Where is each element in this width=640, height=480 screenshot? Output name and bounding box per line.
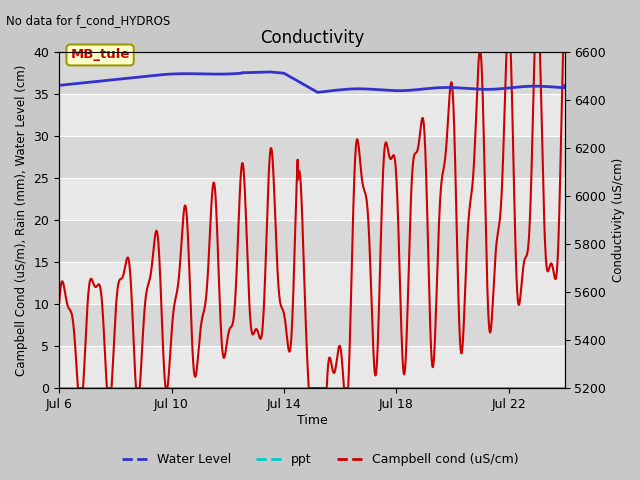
Y-axis label: Campbell Cond (uS/m), Rain (mm), Water Level (cm): Campbell Cond (uS/m), Rain (mm), Water L… xyxy=(15,64,28,376)
Y-axis label: Conductivity (uS/cm): Conductivity (uS/cm) xyxy=(612,158,625,282)
Bar xyxy=(59,94,564,136)
Bar xyxy=(59,136,564,178)
Text: MB_tule: MB_tule xyxy=(70,48,130,61)
X-axis label: Time: Time xyxy=(296,414,327,427)
Bar xyxy=(59,304,564,346)
Text: No data for f_cond_HYDROS: No data for f_cond_HYDROS xyxy=(6,14,171,27)
Bar xyxy=(59,52,564,94)
Bar xyxy=(59,220,564,262)
Bar xyxy=(59,262,564,304)
Bar xyxy=(59,346,564,388)
Legend: Water Level, ppt, Campbell cond (uS/cm): Water Level, ppt, Campbell cond (uS/cm) xyxy=(116,448,524,471)
Title: Conductivity: Conductivity xyxy=(260,29,364,48)
Bar xyxy=(59,178,564,220)
